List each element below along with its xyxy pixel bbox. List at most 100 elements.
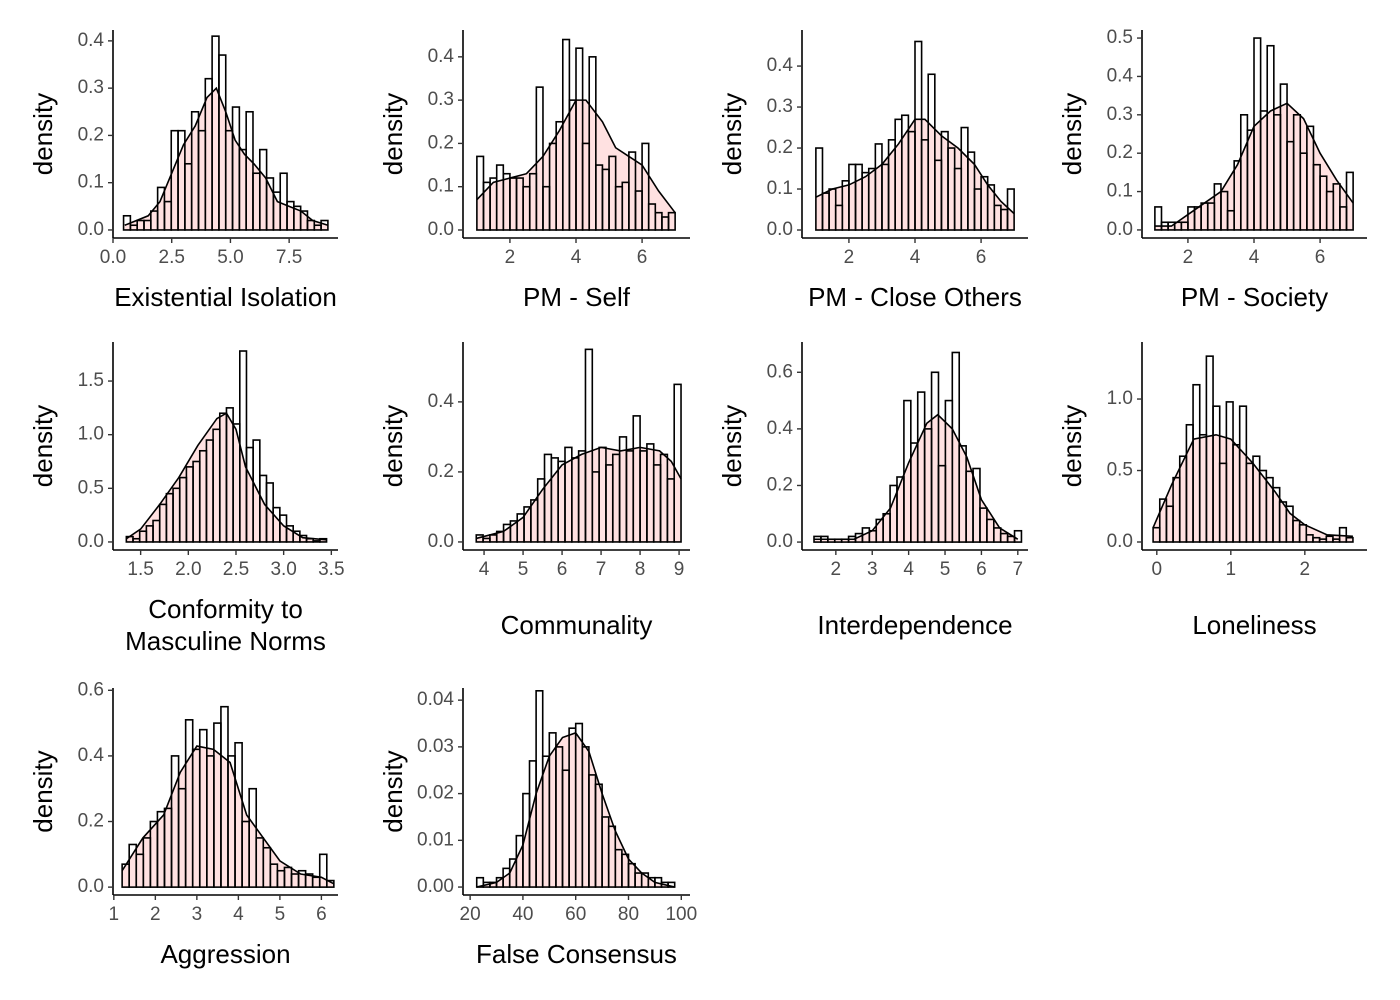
histogram-bar (234, 741, 243, 888)
histogram-bar (575, 47, 584, 231)
y-tick-label: 0.01 (417, 829, 454, 850)
x-tick-label: 2 (1300, 559, 1311, 580)
histogram-bar (972, 467, 981, 543)
x-axis-title: Aggression (160, 939, 291, 969)
y-tick-label: 1.0 (1107, 388, 1133, 409)
x-axis-title: PM - Close Others (808, 282, 1022, 312)
x-tick-label: 6 (976, 247, 987, 268)
x-tick-label: 4 (903, 559, 914, 580)
y-tick-label: 0.0 (1107, 531, 1133, 552)
density-line (121, 745, 335, 885)
y-tick-label: 0.1 (1107, 181, 1133, 202)
y-axis-title: density (378, 93, 408, 175)
x-tick-label: 9 (674, 559, 685, 580)
x-tick-label: 60 (565, 904, 586, 925)
x-tick-label: 2.0 (175, 559, 201, 580)
x-tick-label: 1 (109, 904, 120, 925)
x-tick-label: 3.5 (318, 559, 344, 580)
x-tick-label: 20 (460, 904, 481, 925)
y-axis-title: density (717, 405, 747, 487)
histogram-bar (1006, 188, 1015, 231)
x-axis-title: Conformity to Masculine Norms (125, 594, 326, 656)
y-tick-label: 0.2 (78, 811, 104, 832)
x-axis-title: PM - Self (523, 282, 630, 312)
histogram-bar (588, 56, 597, 231)
x-axis-title: PM - Society (1180, 282, 1329, 312)
histogram-bar (667, 211, 676, 231)
histogram-bar (927, 73, 936, 231)
y-tick-label: 0.04 (417, 689, 454, 710)
x-tick-label: 1 (1226, 559, 1237, 580)
x-axis-title: False Consensus (476, 939, 677, 969)
y-tick-label: 0.03 (417, 736, 454, 757)
y-tick-label: 0.00 (417, 876, 454, 897)
histogram-bar (673, 383, 682, 543)
x-tick-label: 6 (1315, 247, 1326, 268)
x-tick-label: 100 (665, 904, 697, 925)
y-tick-label: 0.3 (767, 96, 793, 117)
y-tick-label: 0.2 (78, 124, 104, 145)
x-tick-label: 3 (192, 904, 203, 925)
density-line (814, 413, 1019, 541)
y-tick-label: 0.5 (1107, 27, 1133, 48)
y-tick-label: 0.4 (78, 745, 105, 766)
y-tick-label: 0.3 (428, 89, 454, 110)
x-tick-label: 2 (831, 559, 842, 580)
x-tick-label: 5.0 (217, 247, 243, 268)
x-tick-label: 2 (505, 247, 516, 268)
y-tick-label: 0.0 (1107, 219, 1133, 240)
x-tick-label: 2.5 (223, 559, 249, 580)
histogram-bar (815, 147, 824, 231)
x-tick-label: 40 (512, 904, 533, 925)
y-tick-label: 0.4 (767, 55, 794, 76)
x-tick-label: 4 (479, 559, 490, 580)
density-line (815, 118, 1015, 215)
density-line (476, 99, 676, 214)
density-line (1152, 433, 1353, 538)
y-tick-label: 0.1 (767, 178, 793, 199)
x-tick-label: 2 (844, 247, 855, 268)
y-tick-label: 0.0 (767, 219, 793, 240)
y-tick-label: 0.3 (78, 77, 104, 98)
y-axis-title: density (28, 93, 58, 175)
y-axis-title: density (1057, 405, 1087, 487)
x-tick-label: 4 (1249, 247, 1260, 268)
histogram-bar (312, 540, 321, 543)
x-tick-label: 3 (867, 559, 878, 580)
x-tick-label: 4 (233, 904, 244, 925)
y-tick-label: 0.0 (428, 531, 454, 552)
y-tick-label: 0.4 (1107, 65, 1134, 86)
x-tick-label: 0.0 (100, 247, 126, 268)
y-axis-title: density (378, 750, 408, 832)
histogram-bar (930, 371, 940, 543)
histogram-bar (1345, 171, 1354, 231)
y-tick-label: 0.2 (1107, 142, 1133, 163)
x-tick-label: 2 (1183, 247, 1194, 268)
histogram-bar (1345, 536, 1354, 543)
y-axis-title: density (717, 93, 747, 175)
x-tick-label: 6 (976, 559, 987, 580)
y-tick-label: 0.1 (428, 176, 454, 197)
histogram-bar (584, 348, 594, 543)
y-tick-label: 0.1 (78, 172, 104, 193)
x-tick-label: 0 (1152, 559, 1163, 580)
y-tick-label: 0.0 (767, 531, 793, 552)
histogram-bar (914, 40, 923, 231)
x-tick-label: 6 (637, 247, 648, 268)
x-tick-label: 5 (940, 559, 951, 580)
density-line (476, 446, 682, 540)
x-tick-label: 6 (316, 904, 327, 925)
y-tick-label: 1.5 (78, 370, 104, 391)
y-tick-label: 0.4 (428, 391, 455, 412)
y-tick-label: 0.3 (1107, 104, 1133, 125)
x-tick-label: 4 (571, 247, 582, 268)
x-tick-label: 2.5 (159, 247, 185, 268)
y-tick-label: 0.02 (417, 783, 454, 804)
y-tick-label: 0.0 (78, 876, 104, 897)
x-tick-label: 7 (1013, 559, 1024, 580)
histogram-bar (641, 142, 650, 231)
y-tick-label: 0.4 (428, 46, 455, 67)
y-axis-title: density (28, 405, 58, 487)
